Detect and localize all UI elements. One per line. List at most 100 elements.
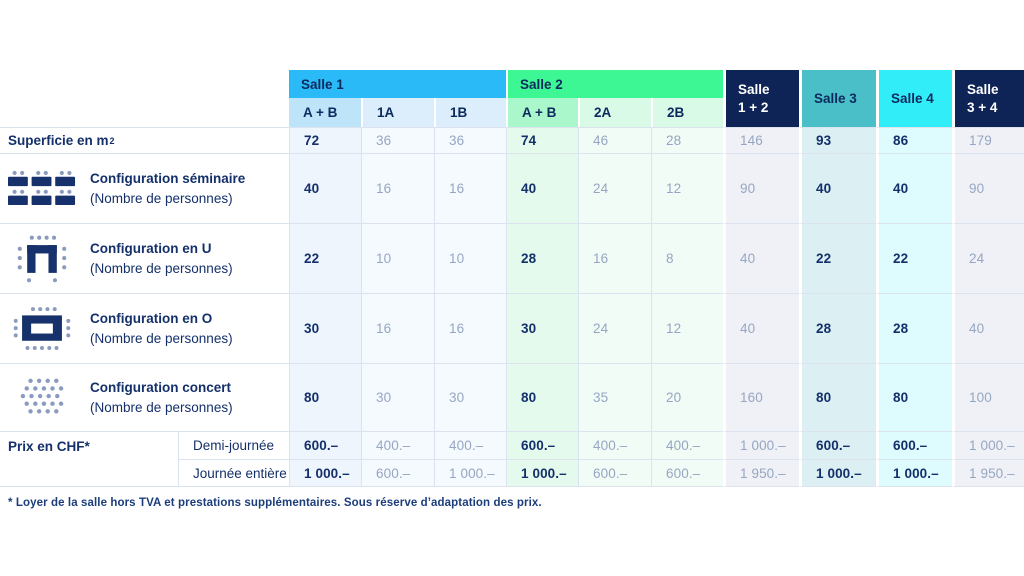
u-shape-icon <box>0 234 84 284</box>
config-value-cell: 40 <box>799 153 876 223</box>
surface-value-cell: 86 <box>876 127 952 153</box>
price-value-cell: 600.– <box>799 431 876 459</box>
group-header-salle-3: Salle 3 <box>799 70 876 127</box>
subcol-header-2b: 2B <box>651 98 723 127</box>
price-value-cell: 600.– <box>876 431 952 459</box>
config-value-cell: 30 <box>289 293 361 363</box>
surface-value-cell: 28 <box>651 127 723 153</box>
surface-value-cell: 74 <box>506 127 578 153</box>
price-value-cell: 1 000.– <box>723 431 799 459</box>
price-row-label-full-day: Journée entière <box>178 459 289 487</box>
config-title: Configuration séminaire <box>90 170 246 186</box>
config-title: Configuration en U <box>90 240 212 256</box>
price-value-cell: 600.– <box>361 459 434 487</box>
config-value-cell: 16 <box>361 153 434 223</box>
config-value-cell: 28 <box>799 293 876 363</box>
price-value-cell: 1 000.– <box>506 459 578 487</box>
config-value-cell: 12 <box>651 293 723 363</box>
config-value-cell: 16 <box>578 223 651 293</box>
price-value-cell: 1 950.– <box>952 459 1024 487</box>
config-value-cell: 10 <box>434 223 506 293</box>
config-subtitle: (Nombre de personnes) <box>90 330 233 346</box>
config-value-cell: 8 <box>651 223 723 293</box>
group-header-salle-2: Salle 2 <box>506 70 723 98</box>
config-value-cell: 24 <box>952 223 1024 293</box>
config-value-cell: 16 <box>434 153 506 223</box>
subcol-header-s2-ab: A + B <box>506 98 578 127</box>
group-header-salle-1-2: Salle 1 + 2 <box>723 70 799 127</box>
surface-value-cell: 146 <box>723 127 799 153</box>
price-value-cell: 1 000.– <box>952 431 1024 459</box>
subcol-header-2a: 2A <box>578 98 651 127</box>
config-value-cell: 80 <box>799 363 876 431</box>
surface-value-cell: 93 <box>799 127 876 153</box>
config-value-cell: 10 <box>361 223 434 293</box>
price-value-cell: 1 000.– <box>876 459 952 487</box>
config-value-cell: 90 <box>952 153 1024 223</box>
price-value-cell: 600.– <box>651 459 723 487</box>
price-value-cell: 600.– <box>506 431 578 459</box>
config-value-cell: 80 <box>506 363 578 431</box>
surface-value-cell: 36 <box>434 127 506 153</box>
surface-value-cell: 36 <box>361 127 434 153</box>
config-value-cell: 24 <box>578 153 651 223</box>
config-row-label: Configuration séminaire (Nombre de perso… <box>0 153 289 223</box>
surface-value-cell: 179 <box>952 127 1024 153</box>
header-spacer <box>0 70 289 127</box>
config-value-cell: 22 <box>289 223 361 293</box>
price-value-cell: 1 950.– <box>723 459 799 487</box>
config-row-label: Configuration en O (Nombre de personnes) <box>0 293 289 363</box>
footnote: * Loyer de la salle hors TVA et prestati… <box>8 497 542 509</box>
config-value-cell: 28 <box>876 293 952 363</box>
config-value-cell: 35 <box>578 363 651 431</box>
room-pricing-table: Salle 1 Salle 2 Salle 1 + 2 Salle 3 Sall… <box>0 70 1024 487</box>
group-header-salle-3-4: Salle 3 + 4 <box>952 70 1024 127</box>
concert-icon <box>0 377 84 419</box>
config-value-cell: 100 <box>952 363 1024 431</box>
price-value-cell: 400.– <box>578 431 651 459</box>
subcol-header-s1-ab: A + B <box>289 98 361 127</box>
group-header-salle-4: Salle 4 <box>876 70 952 127</box>
config-value-cell: 80 <box>876 363 952 431</box>
config-value-cell: 40 <box>723 223 799 293</box>
price-section-label: Prix en CHF* <box>0 431 178 487</box>
config-value-cell: 24 <box>578 293 651 363</box>
config-value-cell: 22 <box>876 223 952 293</box>
config-title: Configuration concert <box>90 379 231 395</box>
config-value-cell: 80 <box>289 363 361 431</box>
config-value-cell: 40 <box>289 153 361 223</box>
seminar-icon <box>0 170 84 208</box>
config-value-cell: 30 <box>434 363 506 431</box>
config-value-cell: 40 <box>952 293 1024 363</box>
config-value-cell: 40 <box>723 293 799 363</box>
config-value-cell: 28 <box>506 223 578 293</box>
config-value-cell: 90 <box>723 153 799 223</box>
price-value-cell: 400.– <box>361 431 434 459</box>
group-header-salle-1: Salle 1 <box>289 70 506 98</box>
config-value-cell: 12 <box>651 153 723 223</box>
subcol-header-1b: 1B <box>434 98 506 127</box>
price-value-cell: 1 000.– <box>289 459 361 487</box>
config-value-cell: 40 <box>506 153 578 223</box>
config-subtitle: (Nombre de personnes) <box>90 260 233 276</box>
config-value-cell: 22 <box>799 223 876 293</box>
config-subtitle: (Nombre de personnes) <box>90 190 233 206</box>
config-value-cell: 16 <box>361 293 434 363</box>
price-value-cell: 400.– <box>651 431 723 459</box>
price-value-cell: 600.– <box>289 431 361 459</box>
config-title: Configuration en O <box>90 310 213 326</box>
config-value-cell: 20 <box>651 363 723 431</box>
surface-value-cell: 46 <box>578 127 651 153</box>
price-value-cell: 400.– <box>434 431 506 459</box>
config-value-cell: 30 <box>361 363 434 431</box>
o-shape-icon <box>0 306 84 352</box>
subcol-header-1a: 1A <box>361 98 434 127</box>
config-subtitle: (Nombre de personnes) <box>90 399 233 415</box>
config-value-cell: 16 <box>434 293 506 363</box>
config-row-label: Configuration en U (Nombre de personnes) <box>0 223 289 293</box>
config-value-cell: 30 <box>506 293 578 363</box>
config-value-cell: 40 <box>876 153 952 223</box>
price-value-cell: 1 000.– <box>799 459 876 487</box>
